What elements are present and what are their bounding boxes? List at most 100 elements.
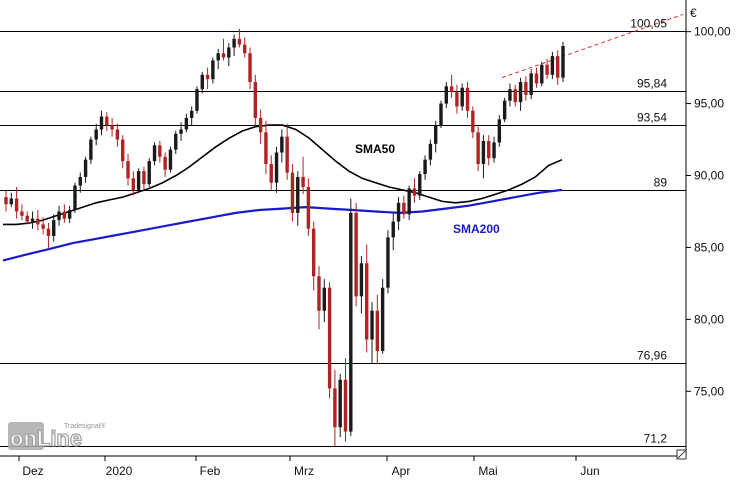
x-tick-label: Mrz — [294, 464, 314, 478]
candle-down — [524, 81, 528, 95]
candle-up — [561, 46, 565, 78]
level-label: 100,05 — [630, 17, 667, 31]
candle-up — [370, 310, 374, 340]
level-label: 93,54 — [637, 111, 667, 125]
y-tick-label: 80,00 — [694, 312, 724, 326]
candle-down — [243, 44, 247, 54]
candle-up — [232, 38, 236, 48]
candle-up — [396, 202, 401, 222]
candle-down — [343, 379, 348, 432]
candle-up — [99, 116, 104, 130]
candle-down — [465, 87, 470, 111]
candle-down — [455, 92, 459, 107]
y-tick-label: 85,00 — [694, 240, 724, 254]
candle-up — [502, 100, 507, 120]
candle-down — [311, 228, 316, 277]
candle-down — [142, 171, 146, 185]
candle-up — [439, 103, 443, 126]
candle-up — [460, 87, 464, 107]
candle-down — [237, 38, 242, 45]
candle-up — [444, 86, 448, 104]
y-axis: € 100,00 95,00 90,00 85,00 80,00 75,00 — [685, 0, 731, 456]
trendline — [501, 13, 684, 79]
candle-up — [492, 142, 496, 159]
candle-down — [471, 110, 475, 133]
candle-down — [317, 276, 321, 311]
candle-up — [280, 136, 284, 153]
candle-up — [147, 161, 151, 185]
candle-up — [418, 174, 422, 196]
candle-up — [529, 73, 533, 95]
candle-down — [285, 136, 289, 173]
candle-down — [269, 163, 273, 183]
candle-down — [449, 86, 454, 93]
x-tick-label: Jun — [580, 464, 599, 478]
candle-up — [380, 287, 385, 351]
candle-down — [105, 116, 109, 126]
y-tick-label: 75,00 — [694, 384, 724, 398]
level-label: 71,2 — [644, 432, 668, 446]
candle-up — [428, 143, 433, 160]
candle-up — [433, 125, 438, 144]
candle-up — [349, 212, 353, 432]
candle-down — [545, 64, 549, 75]
candle-up — [179, 129, 183, 134]
candle-down — [258, 117, 263, 133]
candle-down — [248, 53, 252, 82]
candle-down — [264, 132, 268, 164]
candle-down — [41, 224, 45, 229]
x-tick-label: Mai — [478, 464, 497, 478]
candle-up — [9, 198, 14, 205]
candle-down — [487, 140, 491, 159]
x-tick-label: Apr — [392, 464, 411, 478]
candle-up — [550, 56, 555, 75]
candle-up — [481, 140, 486, 164]
candle-down — [555, 56, 560, 78]
candle-down — [306, 187, 311, 229]
candle-up — [78, 176, 82, 186]
candle-down — [131, 178, 136, 190]
candle-down — [62, 211, 67, 219]
candle-down — [110, 125, 114, 130]
candle-down — [253, 81, 258, 118]
x-axis: Dez 2020 Feb Mrz Apr Mai Jun — [0, 455, 686, 478]
candle-up — [322, 287, 326, 311]
logo-subtext: Tradesignal® — [64, 422, 106, 430]
sma50-label: SMA50 — [355, 142, 395, 156]
x-tick-label: Dez — [22, 464, 43, 478]
moving-averages — [2, 124, 563, 262]
candle-up — [407, 188, 411, 215]
candle-down — [365, 263, 369, 340]
candle-down — [375, 310, 380, 351]
candle-down — [115, 129, 120, 140]
annotations: SMA50 SMA200 — [355, 142, 500, 236]
candle-up — [189, 110, 194, 118]
candle-down — [25, 215, 29, 222]
x-ticks: Dez 2020 Feb Mrz Apr Mai Jun — [18, 456, 600, 478]
candle-up — [136, 171, 141, 190]
candle-up — [67, 210, 72, 219]
candle-up — [386, 237, 390, 288]
candle-down — [290, 172, 295, 213]
candle-down — [221, 53, 226, 58]
support-resistance-levels — [0, 31, 686, 447]
candle-up — [174, 133, 178, 150]
candle-up — [391, 221, 395, 238]
resize-handle-icon[interactable] — [676, 449, 687, 460]
level-label: 89 — [654, 176, 668, 190]
tradesignal-online-logo: onLine Tradesignal® — [8, 422, 106, 452]
candle-down — [327, 287, 332, 389]
candle-down — [4, 197, 8, 205]
candle-down — [126, 161, 130, 179]
candle-up — [152, 145, 157, 162]
candle-down — [354, 212, 358, 297]
candle-down — [163, 156, 167, 170]
y-tick-label: 90,00 — [694, 168, 724, 182]
candle-up — [83, 159, 88, 177]
sma200-label: SMA200 — [453, 222, 500, 236]
candle-down — [158, 145, 162, 157]
candle-down — [121, 139, 125, 162]
level-labels: 100,05 95,84 93,54 89 76,96 71,2 — [630, 17, 667, 446]
